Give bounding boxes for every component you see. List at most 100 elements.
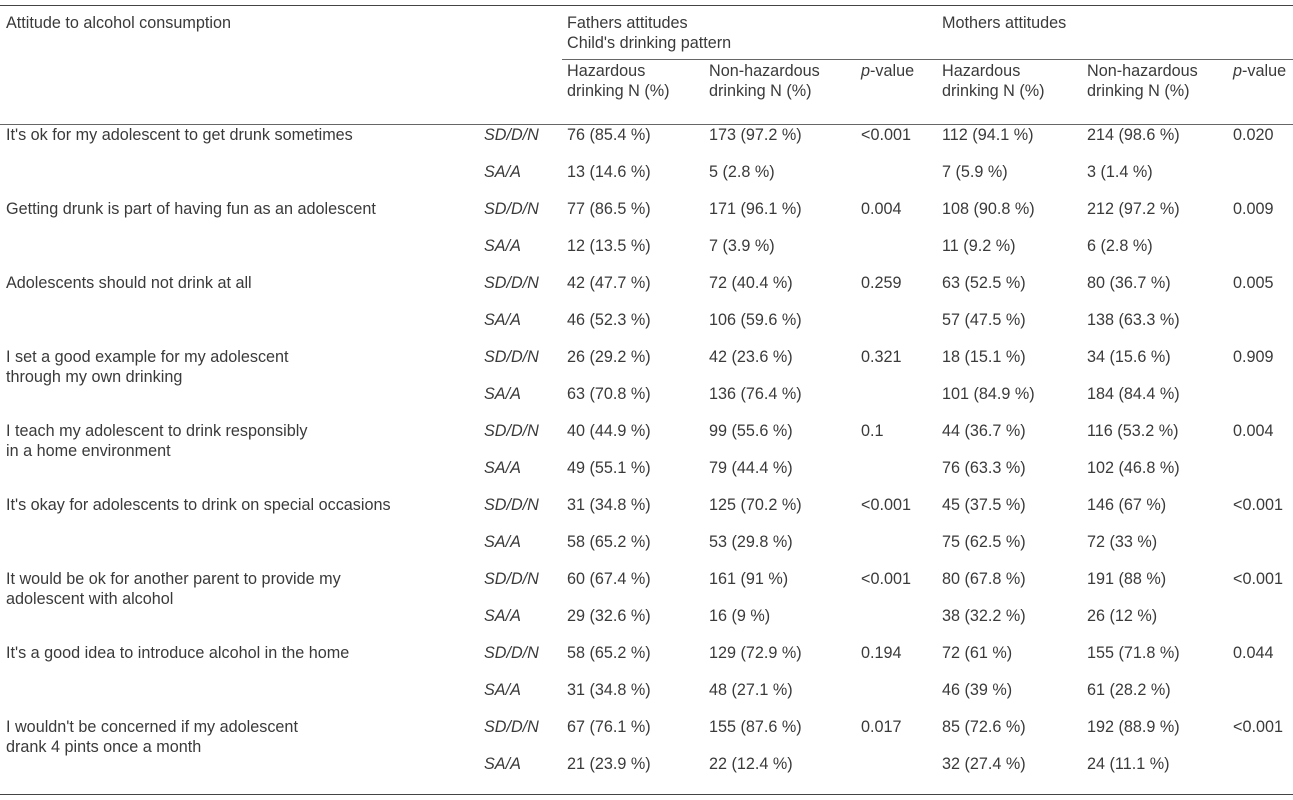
attitude-label-line1: It's ok for my adolescent to get drunk s… [6,126,353,144]
table-row: SA/A 12 (13.5 %) 7 (3.9 %) 11 (9.2 %) 6 (2.8… [0,236,1293,273]
response-sd-d-n: SD/D/N [484,718,539,736]
response-sa-a: SA/A [484,755,521,773]
response-sa-a: SA/A [484,681,521,699]
response-sa-a: SA/A [484,237,521,255]
table-row: SA/A 21 (23.9 %) 22 (12.4 %) 32 (27.4 %) 24 … [0,754,1293,791]
attitude-label-line1: It would be ok for another parent to pro… [6,570,341,588]
father-p-value-empty [861,532,942,569]
mother-hazardous-value: 112 (94.1 %) [942,126,1034,144]
father-p-value-empty [861,310,942,347]
p-italic: p [861,62,871,80]
mother-hazardous-value: 76 (63.3 %) [942,459,1026,477]
attitude-label: I wouldn't be concerned if my adolescent… [0,717,484,791]
header-m-hazardous-l2: drinking N (%) [942,82,1045,100]
mother-p-value: 0.005 [1233,274,1274,292]
attitude-label-line1: I wouldn't be concerned if my adolescent [6,718,298,736]
father-nonhazardous-value: 125 (70.2 %) [709,496,802,514]
mother-nonhazardous-value: 80 (36.7 %) [1087,274,1171,292]
father-hazardous-value: 31 (34.8 %) [567,496,651,514]
header-f-hazardous-l2: drinking N (%) [567,82,670,100]
mother-nonhazardous-value: 192 (88.9 %) [1087,718,1180,736]
father-hazardous-value: 49 (55.1 %) [567,459,651,477]
mother-p-value: 0.044 [1233,644,1274,662]
father-hazardous-value: 40 (44.9 %) [567,422,651,440]
father-hazardous-value: 42 (47.7 %) [567,274,651,292]
mother-nonhazardous-value: 34 (15.6 %) [1087,348,1171,366]
father-hazardous-value: 46 (52.3 %) [567,311,651,329]
father-hazardous-value: 21 (23.9 %) [567,755,651,773]
mother-p-value-empty [1233,532,1293,569]
father-nonhazardous-value: 129 (72.9 %) [709,644,802,662]
father-hazardous-value: 63 (70.8 %) [567,385,651,403]
table-row: It's a good idea to introduce alcohol in… [0,643,1293,680]
mother-hazardous-value: 108 (90.8 %) [942,200,1035,218]
mother-nonhazardous-value: 191 (88 %) [1087,570,1167,588]
mother-hazardous-value: 44 (36.7 %) [942,422,1026,440]
father-p-value: 0.017 [861,718,902,736]
alcohol-attitudes-table: Attitude to alcohol consumption Fathers … [0,13,1293,791]
father-nonhazardous-value: 79 (44.4 %) [709,459,793,477]
mother-nonhazardous-value: 3 (1.4 %) [1087,163,1153,181]
father-p-value-empty [861,680,942,717]
header-fathers: Fathers attitudes Child's drinking patte… [567,13,942,61]
attitude-label-line1: Getting drunk is part of having fun as a… [6,200,376,218]
father-nonhazardous-value: 7 (3.9 %) [709,237,775,255]
father-p-value-empty [861,606,942,643]
attitude-label-line2: through my own drinking [6,368,183,386]
father-nonhazardous-value: 136 (76.4 %) [709,385,802,403]
response-sd-d-n: SD/D/N [484,200,539,218]
father-p-value-empty [861,384,942,421]
father-p-value: 0.321 [861,348,902,366]
mother-hazardous-value: 85 (72.6 %) [942,718,1026,736]
response-sd-d-n: SD/D/N [484,126,539,144]
father-hazardous-value: 29 (32.6 %) [567,607,651,625]
table-row: SA/A 29 (32.6 %) 16 (9 %) 38 (32.2 %) 26 (12… [0,606,1293,643]
header-m-hazardous-l1: Hazardous [942,62,1021,80]
father-hazardous-value: 58 (65.2 %) [567,533,651,551]
mother-p-value-empty [1233,754,1293,791]
attitude-label-line1: It's a good idea to introduce alcohol in… [6,644,350,662]
father-nonhazardous-value: 155 (87.6 %) [709,718,802,736]
father-p-value: 0.1 [861,422,884,440]
mother-p-value: 0.009 [1233,200,1274,218]
mother-p-value: <0.001 [1233,718,1283,736]
father-nonhazardous-value: 171 (96.1 %) [709,200,802,218]
father-nonhazardous-value: 99 (55.6 %) [709,422,793,440]
attitude-label: Adolescents should not drink at all [0,273,484,347]
table-row: SA/A 58 (65.2 %) 53 (29.8 %) 75 (62.5 %) 72 … [0,532,1293,569]
table-row: SA/A 13 (14.6 %) 5 (2.8 %) 7 (5.9 %) 3 (1.4 … [0,162,1293,199]
mother-nonhazardous-value: 61 (28.2 %) [1087,681,1171,699]
father-p-value: <0.001 [861,496,911,514]
header-f-nonhazardous-l2: drinking N (%) [709,82,812,100]
header-m-hazardous: Hazardous drinking N (%) [942,61,1087,125]
mother-p-value: <0.001 [1233,496,1283,514]
father-nonhazardous-value: 72 (40.4 %) [709,274,793,292]
table-row: I teach my adolescent to drink responsib… [0,421,1293,460]
table-top-rule [0,5,1293,6]
table-row: Adolescents should not drink at all SD/D/… [0,273,1293,310]
attitude-label: Getting drunk is part of having fun as a… [0,199,484,273]
father-nonhazardous-value: 173 (97.2 %) [709,126,802,144]
response-sa-a: SA/A [484,385,521,403]
father-p-value-empty [861,458,942,495]
father-hazardous-value: 58 (65.2 %) [567,644,651,662]
response-sd-d-n: SD/D/N [484,570,539,588]
attitude-label-line2: drank 4 pints once a month [6,738,202,756]
father-hazardous-value: 76 (85.4 %) [567,126,651,144]
father-hazardous-value: 13 (14.6 %) [567,163,651,181]
mother-nonhazardous-value: 138 (63.3 %) [1087,311,1180,329]
table-row: Getting drunk is part of having fun as a… [0,199,1293,236]
father-p-value: <0.001 [861,570,911,588]
father-nonhazardous-value: 48 (27.1 %) [709,681,793,699]
mother-p-value-empty [1233,606,1293,643]
father-hazardous-value: 77 (86.5 %) [567,200,651,218]
father-p-value-empty [861,236,942,273]
response-sa-a: SA/A [484,311,521,329]
response-sd-d-n: SD/D/N [484,274,539,292]
attitude-label: It would be ok for another parent to pro… [0,569,484,643]
header-m-nonhazardous-l2: drinking N (%) [1087,82,1190,100]
mother-hazardous-value: 101 (84.9 %) [942,385,1035,403]
attitude-label: I teach my adolescent to drink responsib… [0,421,484,495]
header-row-columns: Hazardous drinking N (%) Non-hazardous d… [0,61,1293,125]
